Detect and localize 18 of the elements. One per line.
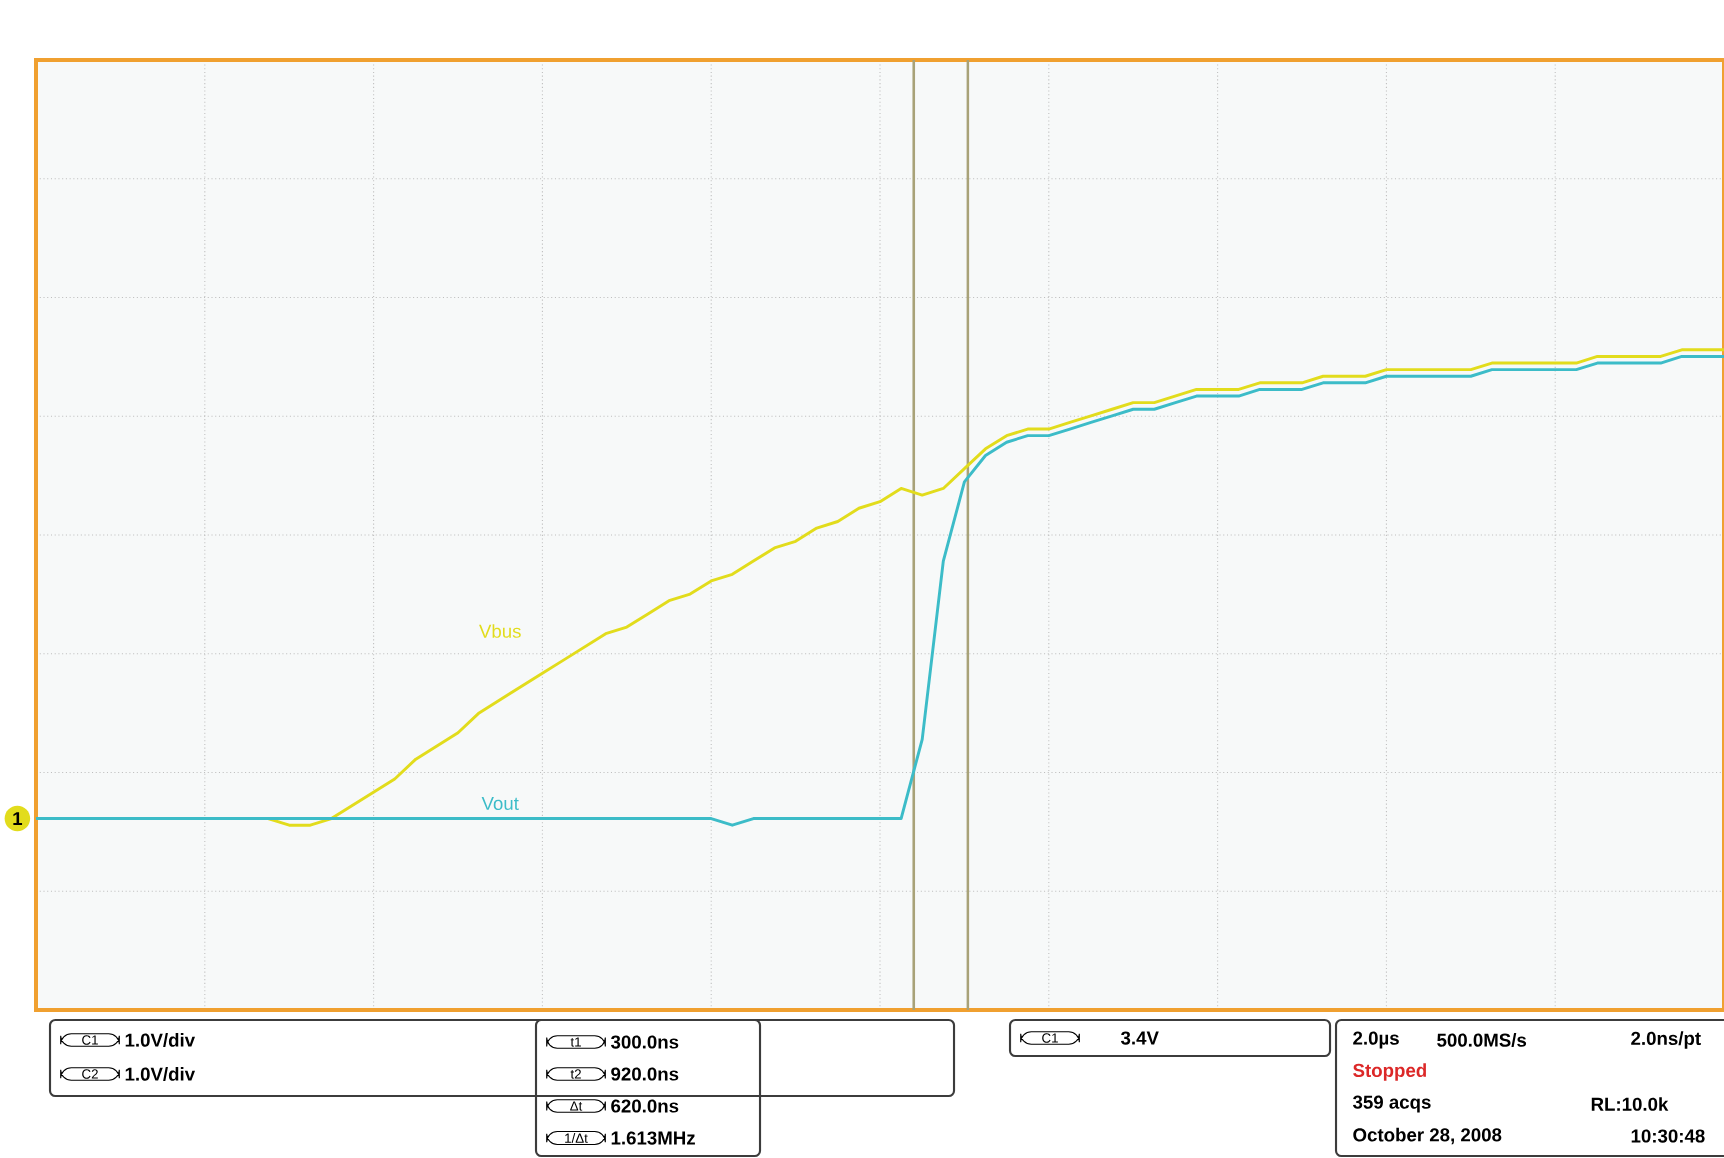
text: 620.0ns bbox=[611, 1099, 679, 1113]
text: Vbus bbox=[479, 624, 521, 638]
text: October 28, 2008 bbox=[1353, 1127, 1502, 1145]
text: 359 acqs bbox=[1352, 1095, 1431, 1113]
text: 1.0V/div bbox=[125, 1067, 196, 1081]
text: 1 bbox=[13, 812, 23, 825]
text: 2.0ns/pt bbox=[1631, 1031, 1701, 1049]
text: 3.4V bbox=[1120, 1031, 1159, 1045]
text: 920.0ns bbox=[611, 1067, 679, 1081]
text: RL:10.0k bbox=[1591, 1097, 1669, 1111]
text: 1.613MHz bbox=[611, 1131, 695, 1145]
text: 2.0µs bbox=[1353, 1031, 1399, 1049]
series-label: Vout bbox=[481, 797, 519, 811]
text: 300.0ns bbox=[610, 1035, 679, 1049]
text: 500.0MS/s bbox=[1437, 1033, 1527, 1047]
text: 1.0V/div bbox=[125, 1033, 196, 1047]
text: Stopped bbox=[1353, 1063, 1426, 1081]
text: 10:30:48 bbox=[1631, 1129, 1705, 1143]
